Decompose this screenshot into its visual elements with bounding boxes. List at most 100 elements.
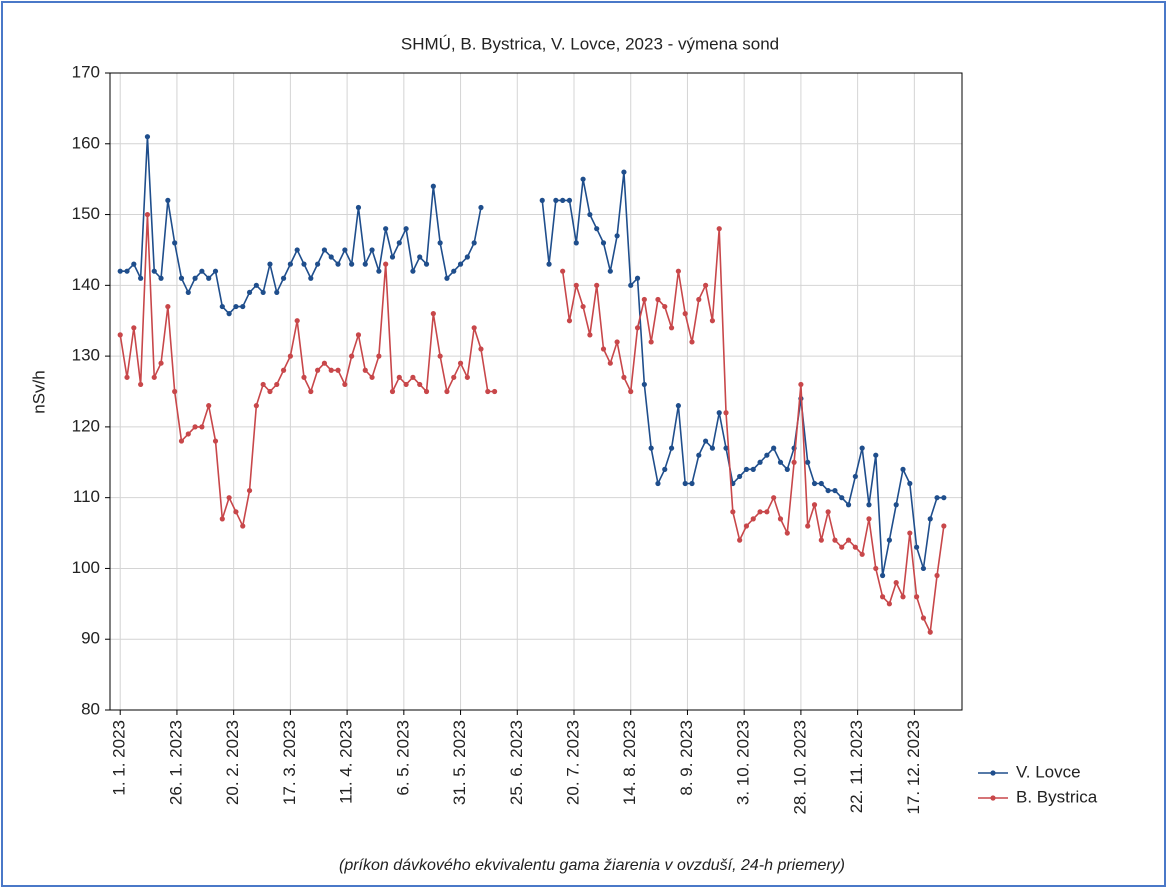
data-point <box>219 303 225 310</box>
data-point <box>280 275 287 281</box>
data-point <box>927 516 933 522</box>
data-point <box>144 134 151 140</box>
data-point <box>376 353 382 359</box>
x-tick-label: 26. 1. 2023 <box>166 720 185 805</box>
data-point <box>178 438 185 444</box>
data-point <box>737 537 743 543</box>
data-point <box>675 403 681 409</box>
data-point <box>777 516 784 522</box>
y-tick-label: 90 <box>81 629 100 648</box>
data-point <box>764 509 770 515</box>
data-point <box>560 268 566 274</box>
data-point <box>641 381 647 388</box>
legend-label: B. Bystrica <box>1016 787 1098 806</box>
data-point <box>308 275 314 281</box>
data-point <box>117 268 123 274</box>
data-point <box>566 197 573 203</box>
data-point <box>893 502 899 508</box>
data-point <box>771 445 777 451</box>
data-point <box>614 233 620 239</box>
legend-marker <box>990 770 996 776</box>
data-point <box>464 254 470 260</box>
data-point <box>757 459 763 465</box>
data-point <box>600 240 607 246</box>
data-point <box>185 289 191 296</box>
data-point <box>349 261 355 267</box>
x-tick-label: 11. 4. 2023 <box>337 720 356 804</box>
data-point <box>471 240 477 246</box>
data-point <box>784 530 790 536</box>
data-point <box>212 438 219 444</box>
data-point <box>417 381 423 388</box>
data-point <box>655 480 661 487</box>
data-point <box>546 261 552 267</box>
x-tick-label: 17. 12. 2023 <box>904 720 923 815</box>
data-point <box>771 495 777 501</box>
data-point <box>900 466 906 472</box>
data-point <box>131 261 137 267</box>
data-point <box>873 565 879 572</box>
x-tick-label: 6. 5. 2023 <box>393 720 412 796</box>
data-point <box>703 438 709 444</box>
data-point <box>825 509 831 515</box>
data-point <box>737 473 743 480</box>
data-point <box>158 275 164 281</box>
data-point <box>376 268 382 274</box>
data-point <box>349 353 355 359</box>
data-point <box>668 445 675 451</box>
data-point <box>226 495 232 501</box>
data-point <box>355 332 362 338</box>
data-point <box>430 183 436 189</box>
data-point <box>750 516 756 522</box>
data-point <box>621 374 627 380</box>
data-point <box>553 197 559 203</box>
data-point <box>308 388 314 395</box>
data-point <box>192 275 198 281</box>
data-point <box>246 487 253 494</box>
data-point <box>389 254 396 260</box>
y-tick-label: 170 <box>72 62 100 81</box>
data-point <box>893 580 899 586</box>
data-point <box>607 268 613 274</box>
data-point <box>914 544 920 550</box>
data-point <box>621 169 627 175</box>
x-tick-label: 14. 8. 2023 <box>620 720 639 805</box>
data-point <box>668 325 675 331</box>
data-point <box>764 452 770 458</box>
data-point <box>825 487 831 494</box>
data-point <box>437 353 443 359</box>
data-point <box>832 537 838 543</box>
x-tick-label: 28. 10. 2023 <box>790 720 809 815</box>
data-point <box>144 211 151 218</box>
data-point <box>655 296 661 303</box>
data-point <box>852 544 858 550</box>
data-point <box>750 466 756 472</box>
data-point <box>185 431 191 437</box>
data-point <box>206 403 212 409</box>
data-point <box>587 211 593 218</box>
data-point <box>369 374 375 380</box>
data-point <box>757 509 763 515</box>
legend-marker <box>990 795 996 801</box>
data-point <box>321 247 328 253</box>
data-point <box>328 254 334 260</box>
data-point <box>628 282 634 288</box>
data-point <box>457 261 464 267</box>
x-tick-label: 8. 9. 2023 <box>677 720 696 796</box>
data-point <box>866 516 872 522</box>
data-point <box>328 367 334 373</box>
data-point <box>294 247 300 253</box>
x-tick-label: 20. 7. 2023 <box>563 720 582 805</box>
data-point <box>301 261 307 267</box>
data-point <box>383 226 389 232</box>
data-point <box>172 240 178 246</box>
data-point <box>839 495 845 501</box>
data-point <box>430 311 436 317</box>
data-point <box>280 367 287 373</box>
data-point <box>709 318 716 324</box>
data-point <box>866 502 872 508</box>
x-tick-label: 1. 1. 2023 <box>110 720 129 796</box>
x-tick-label: 31. 5. 2023 <box>450 720 469 805</box>
data-point <box>315 261 321 267</box>
data-point <box>233 303 239 310</box>
